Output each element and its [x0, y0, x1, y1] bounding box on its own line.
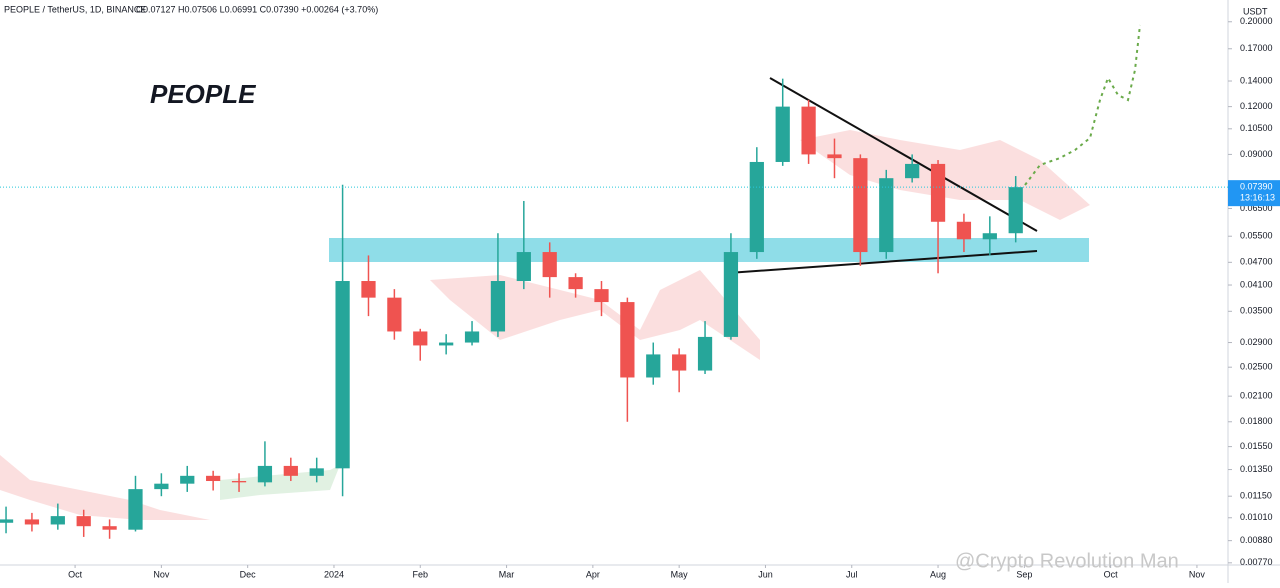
candle-body	[879, 178, 894, 253]
candle-body	[827, 154, 842, 159]
candle-body	[672, 354, 687, 371]
y-tick-label: 0.00880	[1240, 535, 1273, 545]
y-tick-label: 0.10500	[1240, 123, 1273, 133]
candle-body	[697, 336, 713, 371]
x-tick-label: Aug	[930, 569, 946, 579]
watermark: @Crypto Revolution Man	[955, 550, 1179, 572]
y-tick-label: 0.04100	[1240, 279, 1273, 289]
ichimoku-cloud	[0, 130, 1090, 520]
candle-body	[439, 342, 454, 346]
y-tick-label: 0.06500	[1240, 203, 1273, 213]
x-tick-label: Jul	[846, 569, 858, 579]
y-tick-label: 0.02100	[1240, 391, 1273, 401]
trendline-lower	[727, 250, 1038, 274]
y-tick-label: 0.01350	[1240, 464, 1273, 474]
y-tick-label: 0.01800	[1240, 416, 1273, 426]
candle-body	[24, 519, 40, 525]
last-price-box	[1228, 180, 1280, 207]
candle-body	[128, 489, 143, 530]
candle-body	[154, 483, 169, 490]
x-tick-label: Sep	[1016, 569, 1032, 579]
y-tick-label: 0.14000	[1240, 75, 1273, 85]
x-tick-label: Mar	[499, 569, 515, 579]
x-tick-label: Feb	[413, 569, 429, 579]
x-tick-label: Jun	[758, 569, 773, 579]
last-price-label: 0.07390	[1240, 182, 1273, 192]
candle-body	[516, 252, 531, 282]
y-tick-label: 0.03500	[1240, 306, 1273, 316]
candle-body	[749, 161, 764, 253]
y-tick-label: 0.05500	[1240, 231, 1273, 241]
candle-body	[594, 289, 609, 303]
ohlc-info: O0.07127 H0.07506 L0.06991 C0.07390 +0.0…	[136, 4, 378, 14]
y-tick-label: 0.09000	[1240, 149, 1273, 159]
candle-body	[335, 281, 350, 469]
candle-body	[180, 475, 195, 484]
chart-title: PEOPLE	[150, 79, 256, 109]
candle-body	[76, 516, 91, 527]
candle-body	[982, 233, 997, 240]
candle-body	[723, 252, 739, 337]
candle-body	[206, 475, 221, 482]
trendline-upper	[769, 77, 1038, 232]
x-tick-label: Nov	[1189, 569, 1206, 579]
candle-body	[905, 163, 920, 179]
candle-body	[309, 468, 324, 476]
y-tick-label: 0.01150	[1240, 491, 1272, 501]
candle-body	[930, 163, 946, 222]
currency-label: USDT	[1243, 6, 1268, 16]
candle-body	[542, 252, 557, 278]
candle-body	[257, 465, 273, 483]
candle-body	[646, 354, 661, 378]
y-tick-label: 0.02500	[1240, 362, 1273, 372]
y-tick-label: 0.17000	[1240, 43, 1273, 53]
x-tick-label: Oct	[1104, 569, 1119, 579]
candle-body	[102, 526, 117, 530]
candle-body	[490, 281, 506, 332]
x-tick-label: Dec	[240, 569, 257, 579]
y-tick-label: 0.02900	[1240, 337, 1273, 347]
candle-body	[801, 106, 816, 155]
y-tick-label: 0.00770	[1240, 557, 1273, 567]
support-zone	[329, 238, 1089, 262]
candle-body	[620, 302, 635, 378]
candle-body	[50, 516, 65, 525]
x-tick-label: Apr	[586, 569, 600, 579]
candle-body	[464, 331, 480, 343]
candle-body	[0, 519, 14, 523]
projection-path	[1024, 24, 1141, 186]
candle-body	[413, 331, 428, 346]
candle-body	[361, 281, 376, 298]
x-tick-label: 2024	[324, 569, 344, 579]
y-tick-label: 0.12000	[1240, 101, 1273, 111]
y-tick-label: 0.04700	[1240, 257, 1273, 267]
x-tick-label: Nov	[153, 569, 170, 579]
x-tick-label: May	[671, 569, 689, 579]
countdown-label: 13:16:13	[1240, 193, 1275, 203]
candle-body	[1008, 187, 1023, 234]
x-tick-label: Oct	[68, 569, 83, 579]
candle-body	[568, 277, 583, 290]
candle-body	[956, 221, 972, 240]
candle-body	[231, 481, 247, 483]
candle-body	[283, 465, 298, 476]
candle-body	[775, 106, 790, 162]
candle-body	[853, 158, 868, 253]
y-tick-label: 0.01550	[1240, 441, 1273, 451]
y-tick-label: 0.01010	[1240, 512, 1273, 522]
y-tick-label: 0.20000	[1240, 16, 1273, 26]
candle-body	[387, 297, 402, 332]
symbol-info: PEOPLE / TetherUS, 1D, BINANCE	[4, 4, 146, 14]
